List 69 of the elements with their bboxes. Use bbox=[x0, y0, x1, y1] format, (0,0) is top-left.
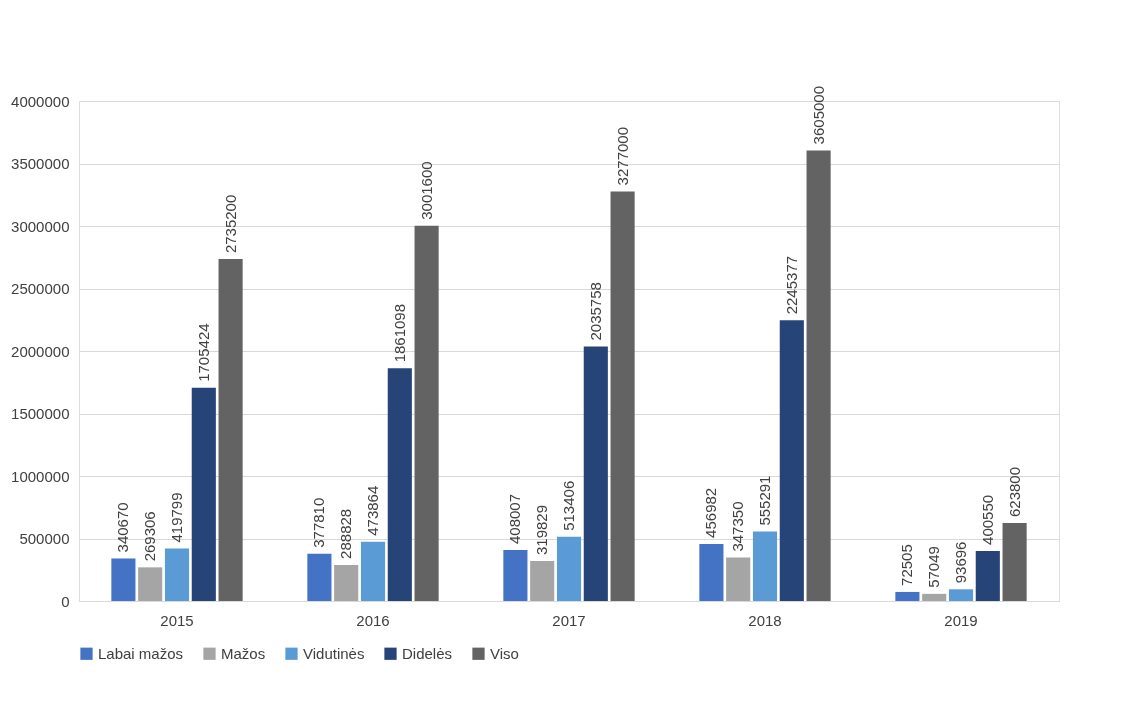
data-label: 3277000 bbox=[613, 126, 631, 186]
y-tick-label: 2500000 bbox=[11, 280, 70, 297]
x-tick-label: 2019 bbox=[944, 611, 978, 629]
y-tick-label: 1000000 bbox=[11, 467, 70, 485]
legend-label: Vidutinės bbox=[303, 644, 365, 662]
legend-label: Viso bbox=[490, 644, 519, 662]
data-label: 623800 bbox=[1005, 466, 1023, 518]
data-label: 1861098 bbox=[390, 303, 408, 363]
bar bbox=[752, 531, 778, 601]
y-tick-label: 3500000 bbox=[11, 155, 70, 172]
data-label: 555291 bbox=[756, 475, 773, 526]
y-tick-label: 2000000 bbox=[11, 342, 70, 360]
data-label: 513406 bbox=[560, 480, 577, 531]
bar bbox=[138, 567, 163, 601]
y-tick-label: 1500000 bbox=[11, 405, 70, 422]
bar bbox=[699, 543, 724, 601]
bar bbox=[1002, 523, 1027, 601]
data-label: 1705424 bbox=[194, 323, 212, 382]
bar bbox=[806, 150, 831, 601]
bar bbox=[307, 553, 332, 601]
x-tick-label: 2018 bbox=[748, 611, 782, 629]
x-tick-label: 2016 bbox=[356, 611, 390, 629]
bar bbox=[975, 550, 1000, 601]
data-label: 2735200 bbox=[221, 194, 239, 254]
data-label: 3605000 bbox=[809, 85, 827, 145]
bar bbox=[583, 346, 608, 601]
bar bbox=[922, 593, 947, 601]
bar bbox=[503, 550, 528, 601]
bar bbox=[414, 225, 439, 601]
bar bbox=[726, 557, 751, 601]
legend-label: Didelės bbox=[402, 644, 453, 662]
bar bbox=[387, 368, 412, 601]
data-label: 419799 bbox=[168, 492, 185, 543]
data-label: 2245377 bbox=[782, 255, 800, 315]
bar bbox=[610, 191, 635, 601]
bar bbox=[111, 558, 136, 601]
bar bbox=[191, 387, 216, 601]
bar bbox=[556, 536, 582, 601]
x-tick-label: 2017 bbox=[552, 611, 586, 629]
bar bbox=[530, 561, 555, 601]
bar bbox=[218, 259, 243, 601]
data-label: 269306 bbox=[141, 511, 159, 562]
data-label: 347350 bbox=[729, 501, 747, 552]
legend-label: Mažos bbox=[221, 644, 266, 662]
data-label: 93696 bbox=[952, 541, 969, 584]
data-label: 72505 bbox=[898, 544, 916, 586]
data-label: 57049 bbox=[925, 546, 943, 588]
data-label: 456982 bbox=[702, 487, 720, 538]
bar bbox=[895, 591, 920, 601]
data-label: 408007 bbox=[506, 493, 524, 544]
y-tick-label: 3000000 bbox=[11, 217, 70, 235]
x-tick-label: 2015 bbox=[160, 611, 194, 629]
bar bbox=[360, 541, 386, 601]
y-tick-label: 4000000 bbox=[11, 92, 70, 110]
data-label: 288828 bbox=[337, 508, 355, 559]
data-label: 377810 bbox=[310, 497, 328, 548]
data-label: 340670 bbox=[114, 502, 132, 553]
y-tick-label: 0 bbox=[61, 592, 70, 610]
bar bbox=[779, 320, 804, 601]
y-tick-label: 500000 bbox=[19, 530, 70, 547]
data-label: 400550 bbox=[978, 494, 996, 545]
bar bbox=[948, 589, 974, 601]
data-label: 3001600 bbox=[417, 161, 435, 220]
data-label: 319829 bbox=[533, 504, 551, 556]
legend-label: Labai mažos bbox=[98, 644, 184, 662]
bar bbox=[334, 564, 359, 601]
bar bbox=[164, 548, 190, 601]
data-label: 473864 bbox=[364, 485, 381, 536]
data-label: 2035758 bbox=[586, 282, 604, 341]
